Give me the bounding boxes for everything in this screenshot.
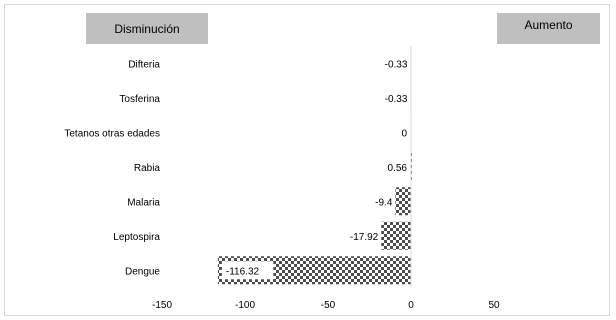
bar bbox=[381, 221, 411, 250]
category-label: Difteria bbox=[128, 59, 160, 70]
category-label: Dengue bbox=[125, 266, 160, 277]
increase-header: Aumento bbox=[497, 13, 600, 44]
value-label: -17.92 bbox=[350, 232, 379, 243]
value-label: 0.56 bbox=[388, 163, 408, 174]
category-label: Rabia bbox=[134, 163, 161, 174]
value-label: -0.33 bbox=[385, 59, 408, 70]
x-tick-label: -100 bbox=[235, 300, 255, 311]
value-label: 0 bbox=[401, 128, 407, 139]
value-label: -9.4 bbox=[375, 197, 393, 208]
value-label-background bbox=[221, 261, 274, 280]
value-label: -116.32 bbox=[226, 266, 260, 277]
x-tick-label: 50 bbox=[488, 300, 500, 311]
value-label: -0.33 bbox=[385, 94, 408, 105]
x-tick-label: 0 bbox=[408, 300, 414, 311]
decrease-header: Disminución bbox=[86, 13, 208, 44]
category-label: Tosferina bbox=[119, 94, 160, 105]
x-tick-label: -50 bbox=[321, 300, 336, 311]
x-tick-label: -150 bbox=[152, 300, 172, 311]
category-label: Tetanos otras edades bbox=[64, 128, 160, 139]
category-label: Leptospira bbox=[113, 232, 160, 243]
category-label: Malaria bbox=[127, 197, 160, 208]
bar bbox=[395, 187, 411, 216]
